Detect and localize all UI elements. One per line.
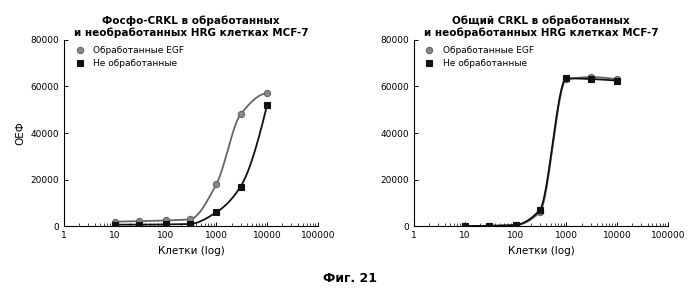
- Title: Общий CRKL в обработанных
и необработанных HRG клетках MCF-7: Общий CRKL в обработанных и необработанн…: [424, 15, 658, 38]
- Обработанные EGF: [111, 220, 119, 223]
- Y-axis label: ОЕФ: ОЕФ: [15, 121, 25, 145]
- Line: Обработанные EGF: Обработанные EGF: [112, 90, 270, 225]
- Line: Не обработанные: Не обработанные: [112, 102, 270, 228]
- Обработанные EGF: [562, 78, 570, 81]
- Обработанные EGF: [186, 217, 194, 221]
- Не обработанные: [186, 222, 194, 226]
- Не обработанные: [263, 103, 272, 107]
- Обработанные EGF: [612, 78, 621, 81]
- X-axis label: Клетки (log): Клетки (log): [158, 246, 224, 256]
- Не обработанные: [612, 79, 621, 82]
- Legend: Обработанные EGF, Не обработанные: Обработанные EGF, Не обработанные: [67, 43, 188, 71]
- Не обработанные: [461, 224, 469, 228]
- Обработанные EGF: [587, 75, 595, 79]
- Не обработанные: [162, 223, 170, 226]
- Не обработанные: [237, 185, 245, 188]
- Обработанные EGF: [162, 219, 170, 222]
- Обработанные EGF: [237, 113, 245, 116]
- Legend: Обработанные EGF, Не обработанные: Обработанные EGF, Не обработанные: [417, 43, 538, 71]
- Обработанные EGF: [485, 224, 494, 228]
- Обработанные EGF: [135, 219, 143, 223]
- Не обработанные: [212, 211, 220, 214]
- Не обработанные: [562, 77, 570, 80]
- Title: Фосфо-CRKL в обработанных
и необработанных HRG клетках MCF-7: Фосфо-CRKL в обработанных и необработанн…: [74, 15, 308, 38]
- Line: Обработанные EGF: Обработанные EGF: [462, 74, 620, 229]
- Не обработанные: [587, 77, 595, 81]
- Не обработанные: [485, 224, 494, 228]
- Обработанные EGF: [512, 223, 520, 227]
- Обработанные EGF: [212, 183, 220, 186]
- Не обработанные: [512, 223, 520, 227]
- X-axis label: Клетки (log): Клетки (log): [508, 246, 574, 256]
- Обработанные EGF: [536, 211, 544, 214]
- Не обработанные: [536, 208, 544, 212]
- Text: Фиг. 21: Фиг. 21: [323, 272, 377, 285]
- Не обработанные: [111, 223, 119, 226]
- Line: Не обработанные: Не обработанные: [462, 75, 620, 229]
- Не обработанные: [135, 223, 143, 226]
- Обработанные EGF: [461, 224, 469, 228]
- Обработанные EGF: [263, 92, 272, 95]
